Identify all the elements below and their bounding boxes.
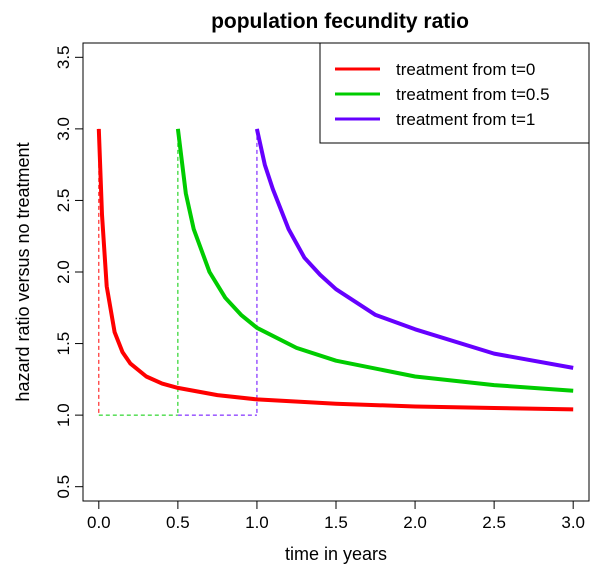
legend-label: treatment from t=0 xyxy=(396,60,535,79)
x-tick-label: 0.5 xyxy=(166,513,190,532)
y-tick-label: 1.0 xyxy=(54,403,73,427)
y-axis-label: hazard ratio versus no treatment xyxy=(13,142,33,401)
x-axis-label: time in years xyxy=(285,544,387,564)
x-tick-label: 0.0 xyxy=(87,513,111,532)
x-tick-label: 2.0 xyxy=(403,513,427,532)
legend-label: treatment from t=0.5 xyxy=(396,85,550,104)
y-tick-label: 2.0 xyxy=(54,260,73,284)
series-line xyxy=(254,128,574,370)
legend-label: treatment from t=1 xyxy=(396,110,535,129)
y-tick-label: 2.5 xyxy=(54,189,73,213)
x-tick-label: 2.5 xyxy=(482,513,506,532)
y-tick-label: 0.5 xyxy=(54,475,73,499)
x-tick-label: 1.0 xyxy=(245,513,269,532)
drop-lines xyxy=(98,128,258,416)
legend: treatment from t=0 treatment from t=0.5 tr… xyxy=(319,42,590,144)
x-tick-label: 1.5 xyxy=(324,513,348,532)
y-tick-label: 1.5 xyxy=(54,332,73,356)
chart-title: population fecundity ratio xyxy=(211,10,469,33)
series-line xyxy=(175,128,574,393)
x-axis: 0.0 0.5 1.0 1.5 2.0 2.5 3.0 xyxy=(87,500,585,532)
y-tick-label: 3.5 xyxy=(54,45,73,69)
y-tick-label: 3.0 xyxy=(54,117,73,141)
y-axis: 0.5 1.0 1.5 2.0 2.5 3.0 3.5 xyxy=(54,45,84,499)
series-lines xyxy=(96,128,574,412)
series-line xyxy=(96,128,574,412)
x-tick-label: 3.0 xyxy=(561,513,585,532)
